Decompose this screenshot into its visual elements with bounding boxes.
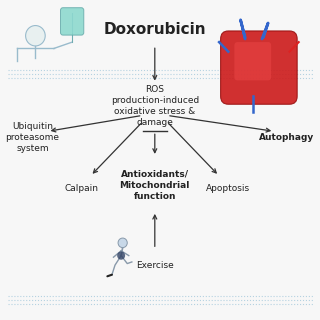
Text: Ubiquitin
proteasome
system: Ubiquitin proteasome system	[5, 122, 59, 153]
Text: Exercise: Exercise	[136, 261, 174, 270]
Circle shape	[26, 26, 45, 46]
Text: Autophagy: Autophagy	[259, 133, 314, 142]
Text: Antioxidants/
Mitochondrial
function: Antioxidants/ Mitochondrial function	[120, 170, 190, 201]
Text: Doxorubicin: Doxorubicin	[103, 22, 206, 37]
FancyBboxPatch shape	[235, 42, 271, 80]
Text: Apoptosis: Apoptosis	[206, 184, 250, 193]
FancyBboxPatch shape	[220, 31, 297, 104]
Text: ROS
production-induced
oxidative stress &
damage: ROS production-induced oxidative stress …	[111, 85, 199, 127]
Text: Calpain: Calpain	[64, 184, 98, 193]
Circle shape	[118, 238, 127, 248]
Circle shape	[117, 252, 125, 260]
FancyBboxPatch shape	[60, 8, 84, 35]
